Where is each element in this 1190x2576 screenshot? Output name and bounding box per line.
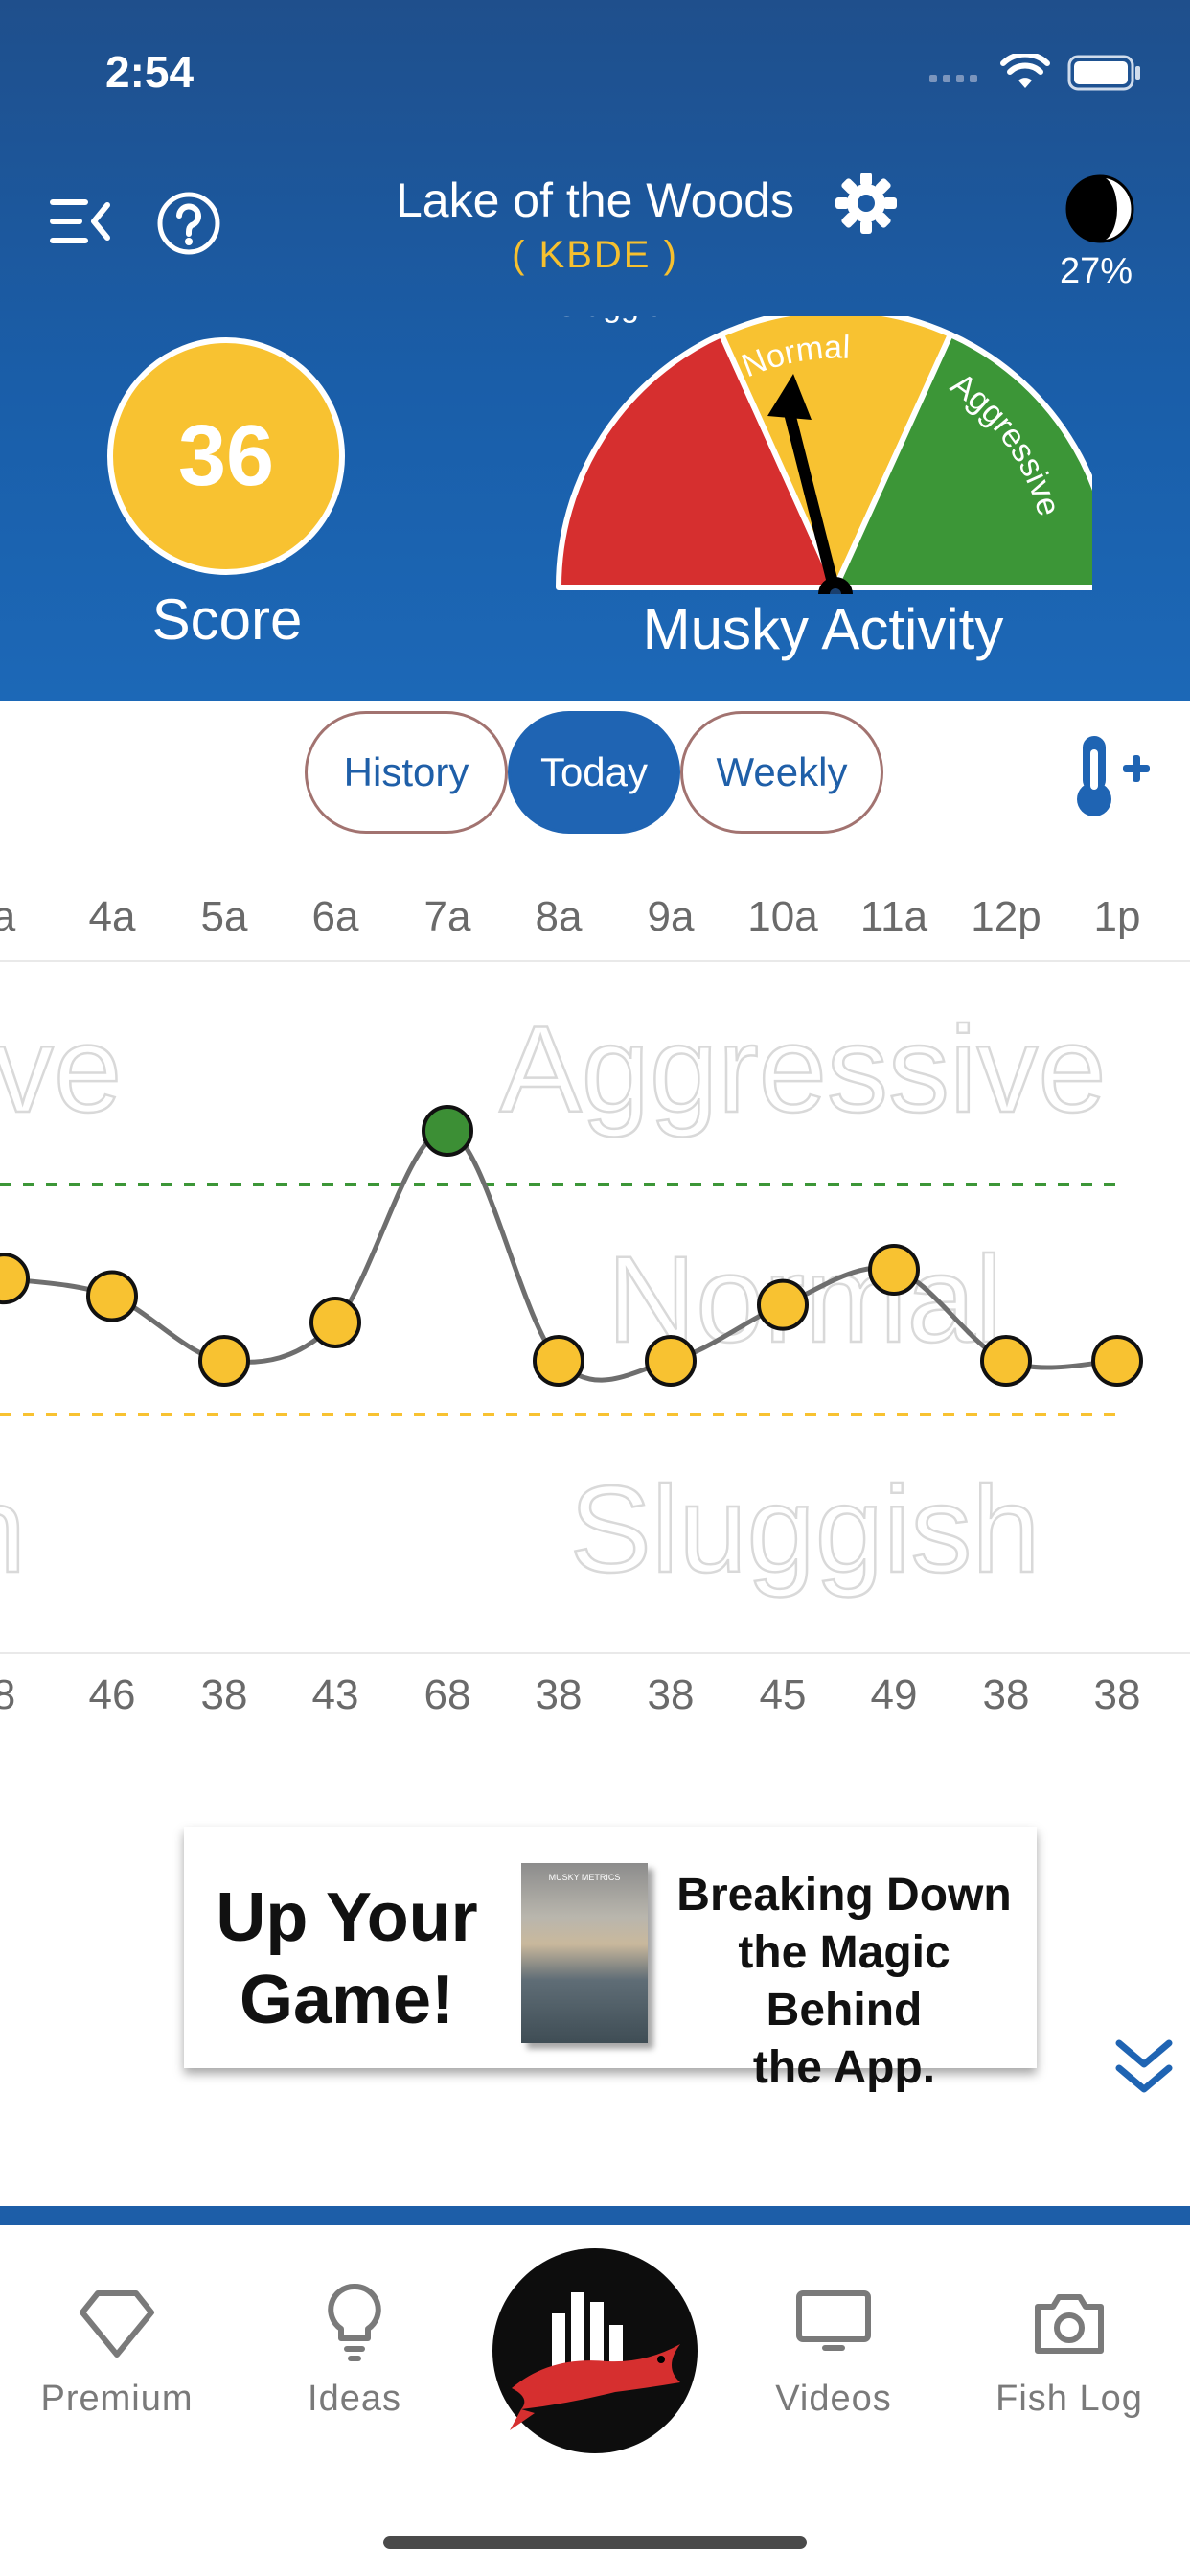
activity-gauge: Sluggish Normal Aggressive xyxy=(556,316,1092,594)
battery-icon xyxy=(1067,55,1140,91)
chart-top-divider xyxy=(0,960,1190,962)
hour-label: 4a xyxy=(88,893,136,940)
score-label: Score xyxy=(151,587,303,652)
expand-down-icon[interactable] xyxy=(1113,2037,1175,2097)
add-temperature-icon[interactable] xyxy=(1071,732,1152,820)
promo-banner[interactable]: Up Your Game! MUSKY METRICS Breaking Dow… xyxy=(184,1827,1037,2093)
station-code: ( KBDE ) xyxy=(512,234,678,276)
hour-label: 10a xyxy=(747,893,818,940)
hour-label: 6a xyxy=(311,893,359,940)
moon-illumination: 27% xyxy=(1060,251,1133,291)
banner-headline: Up Your Game! xyxy=(216,1879,478,2038)
gauge-needle xyxy=(767,374,853,594)
zone-label-aggressive-partial: ve xyxy=(0,1001,122,1138)
score-value-label: 46 xyxy=(88,1671,136,1718)
score-value-label: 38 xyxy=(982,1671,1030,1718)
lake-title[interactable]: Lake of the Woods xyxy=(395,173,794,227)
gauge-sluggish-label: Sluggish xyxy=(556,316,680,324)
tab-history[interactable]: History xyxy=(305,711,508,834)
settings-gear-icon[interactable] xyxy=(834,171,899,236)
moon-phase-icon[interactable] xyxy=(1064,172,1136,245)
monitor-icon xyxy=(796,2290,871,2351)
menu-collapse-icon[interactable] xyxy=(50,197,113,245)
chart-bottom-divider xyxy=(0,1652,1190,1654)
gauge-sluggish-zone xyxy=(556,332,838,590)
data-point[interactable] xyxy=(309,1297,361,1348)
score-value-label: 38 xyxy=(535,1671,583,1718)
hour-label: 11a xyxy=(859,893,928,940)
tab-ideas[interactable]: Ideas xyxy=(259,2277,450,2420)
tab-today[interactable]: Today xyxy=(508,711,680,834)
score-badge: 36 xyxy=(107,337,345,575)
lightbulb-icon xyxy=(328,2283,381,2361)
data-point[interactable] xyxy=(86,1270,138,1322)
hour-label: 7a xyxy=(423,893,471,940)
tab-weekly[interactable]: Weekly xyxy=(680,711,883,834)
score-value-label: 8 xyxy=(0,1671,16,1718)
data-point[interactable] xyxy=(533,1335,584,1387)
status-time: 2:54 xyxy=(105,47,195,97)
hour-label: 12p xyxy=(971,893,1041,940)
data-point[interactable] xyxy=(198,1335,250,1387)
status-icons xyxy=(929,54,1142,92)
score-value-label: 43 xyxy=(311,1671,359,1718)
diamond-icon xyxy=(80,2290,154,2358)
score-value-label: 38 xyxy=(200,1671,248,1718)
banner-subtext: Breaking Down the Magic Behind the App. xyxy=(676,1870,1012,2093)
book-cover-image: MUSKY METRICS xyxy=(521,1863,648,2043)
home-indicator xyxy=(383,2536,807,2549)
score-value-label: 38 xyxy=(1093,1671,1141,1718)
score-value-label: 49 xyxy=(870,1671,918,1718)
data-point[interactable] xyxy=(980,1335,1032,1387)
period-tabs: History Today Weekly xyxy=(305,711,883,834)
hour-label: 5a xyxy=(200,893,248,940)
gauge-label: Musky Activity xyxy=(642,597,1004,661)
zone-label-sluggish: Sluggish xyxy=(570,1461,1041,1598)
zone-label-aggressive: Aggressive xyxy=(499,1001,1106,1138)
data-point[interactable] xyxy=(1091,1335,1143,1387)
score-value-label: 38 xyxy=(647,1671,695,1718)
data-point[interactable] xyxy=(868,1244,920,1296)
camera-icon xyxy=(1035,2294,1104,2354)
data-point[interactable] xyxy=(0,1253,30,1305)
data-point[interactable] xyxy=(757,1278,809,1331)
wifi-icon xyxy=(1000,54,1050,88)
data-point[interactable] xyxy=(422,1105,473,1157)
help-icon[interactable] xyxy=(155,190,222,257)
tab-videos[interactable]: Videos xyxy=(738,2277,929,2420)
bottom-tab-bar: Premium Ideas Videos xyxy=(0,2225,1190,2576)
activity-chart: Aggressive ve Normal Sluggish h xyxy=(0,1000,1143,1599)
gauge-normal-zone xyxy=(719,316,953,590)
tabbar-divider xyxy=(0,2206,1190,2225)
gauge-aggressive-zone xyxy=(833,332,1092,590)
data-point[interactable] xyxy=(645,1335,697,1387)
musky-logo-icon xyxy=(510,2292,680,2430)
signal-icon xyxy=(929,75,977,82)
hour-label: 1p xyxy=(1093,893,1141,940)
score-value-label: 68 xyxy=(423,1671,471,1718)
hour-label: 9a xyxy=(647,893,695,940)
tab-fish-log[interactable]: Fish Log xyxy=(973,2277,1165,2420)
zone-label-sluggish-partial: h xyxy=(0,1461,26,1598)
center-home-button[interactable] xyxy=(492,2248,698,2453)
score-value-label: 45 xyxy=(759,1671,807,1718)
tab-premium[interactable]: Premium xyxy=(21,2277,213,2420)
hour-label: 8a xyxy=(535,893,583,940)
hour-label: a xyxy=(0,893,16,940)
header: 2:54 Lake of the Woods ( KBDE ) xyxy=(0,0,1190,702)
